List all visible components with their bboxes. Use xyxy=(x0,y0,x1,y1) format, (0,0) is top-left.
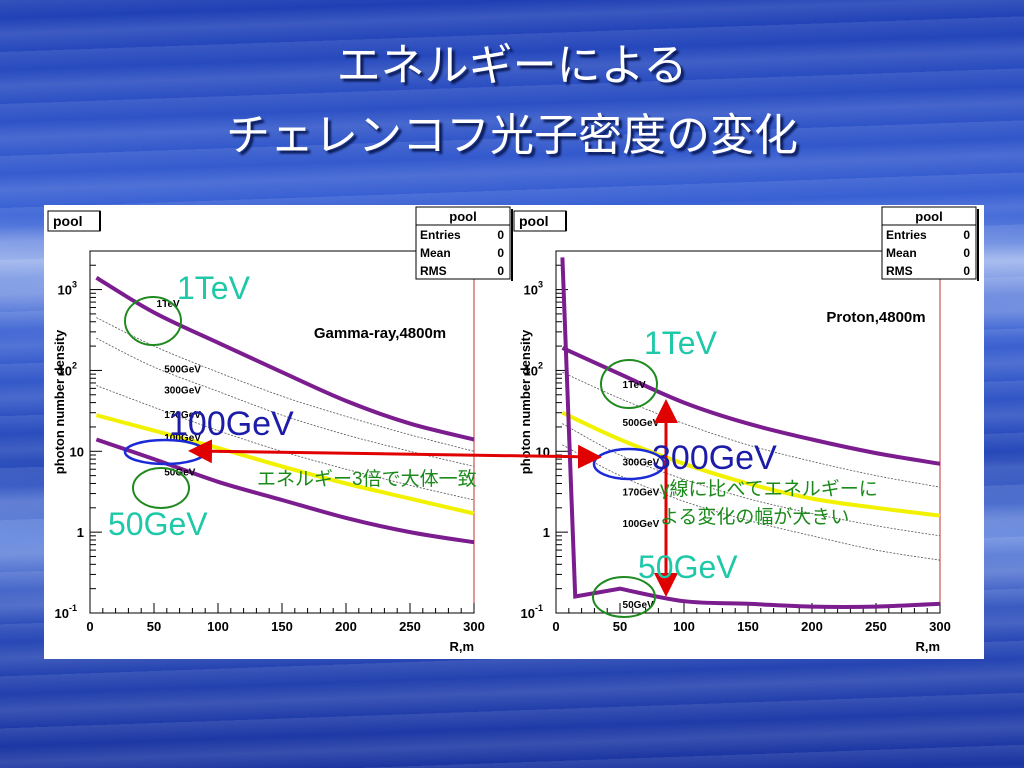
chart2-stats-value: 0 xyxy=(963,264,970,278)
chart2-stats-key: RMS xyxy=(886,264,913,278)
chart2-stats-value: 0 xyxy=(963,228,970,242)
chart2-x-tick-label: 150 xyxy=(737,619,759,634)
chart2-x-axis-title: R,m xyxy=(915,639,940,654)
chart1-x-tick-label: 150 xyxy=(271,619,293,634)
chart2-title: Proton,4800m xyxy=(826,309,925,326)
chart2-series-label-100gev: 100GeV xyxy=(623,519,660,530)
chart2-y-axis-title: photon number density xyxy=(518,329,533,474)
chart2-series-100gev xyxy=(562,444,941,561)
chart2-stats-value: 0 xyxy=(963,246,970,260)
chart2-series-500gev xyxy=(562,371,941,488)
chart1-series-label-170gev: 170GeV xyxy=(164,410,201,421)
circle-right-1tev xyxy=(600,359,658,409)
chart1-series-label-500gev: 500GeV xyxy=(164,365,201,376)
chart1-x-axis-title: R,m xyxy=(449,639,474,654)
chart1-x-tick-label: 50 xyxy=(147,619,161,634)
chart2-series-50gev xyxy=(560,257,941,609)
slide-title-line1: エネルギーによる xyxy=(336,40,688,91)
chart2-y-tick-label: 102 xyxy=(524,360,543,378)
chart2-x-tick-label: 0 xyxy=(552,619,559,634)
chart2-series-300gev xyxy=(561,410,941,518)
chart1-stats-key: Entries xyxy=(420,228,461,242)
annotation-gamma-note-line1: γ線に比べてエネルギーに xyxy=(660,478,878,500)
chart2-y-tick-label: 10-1 xyxy=(521,603,543,621)
chart1-y-axis-title: photon number density xyxy=(52,329,67,474)
annotation-right-1tev: 1TeV xyxy=(644,325,718,361)
chart1-stats-title: pool xyxy=(449,209,476,224)
annotation-arrow-note: エネルギー3倍で大体一致 xyxy=(257,468,477,490)
chart2-x-tick-label: 200 xyxy=(801,619,823,634)
chart1-stats-value: 0 xyxy=(497,264,504,278)
slide-title-line2: チェレンコフ光子密度の変化 xyxy=(226,110,798,161)
chart1-x-tick-label: 0 xyxy=(86,619,93,634)
chart2-stats-box xyxy=(881,206,977,280)
chart2-series-label-1tev: 1TeV xyxy=(623,380,646,391)
chart2-series-170gev xyxy=(562,423,941,537)
chart1-x-tick-label: 300 xyxy=(463,619,485,634)
chart1-series-label-100gev: 100GeV xyxy=(164,433,201,444)
chart2-axes-frame xyxy=(555,250,941,614)
circle-right-50gev xyxy=(592,576,656,618)
chart1-y-tick-label: 10 xyxy=(70,444,84,459)
annotation-left-1tev: 1TeV xyxy=(177,270,251,306)
chart2-series-label-500gev: 500GeV xyxy=(623,418,660,429)
chart1-title: Gamma-ray,4800m xyxy=(314,325,446,342)
chart1-stats-key: Mean xyxy=(420,246,451,260)
annotation-left-50gev: 50GeV xyxy=(108,506,208,542)
chart1-stats-value: 0 xyxy=(497,228,504,242)
chart1-series-label-1tev: 1TeV xyxy=(157,299,180,310)
chart2-series-label-170gev: 170GeV xyxy=(623,487,660,498)
annotation-right-50gev: 50GeV xyxy=(638,549,738,585)
chart2-pad-label: pool xyxy=(519,213,549,229)
chart1-y-tick-label: 103 xyxy=(58,280,77,298)
annotation-right-300gev: 300GeV xyxy=(652,439,777,477)
chart2-stats-key: Mean xyxy=(886,246,917,260)
figure-panel: pool 0 50 100 150 200 250 300 10-1 1 10 102 103 R,m ph… xyxy=(44,205,984,659)
chart2-x-tick-label: 50 xyxy=(613,619,627,634)
chart2-stats-title: pool xyxy=(915,209,942,224)
chart1-y-tick-label: 10-1 xyxy=(55,603,77,621)
annotation-gamma-note-line2: よる変化の幅が大きい xyxy=(660,506,849,528)
chart2-series-1tev xyxy=(561,346,941,466)
chart2-x-tick-label: 100 xyxy=(673,619,695,634)
chart1-x-tick-label: 250 xyxy=(399,619,421,634)
chart1-series-label-300gev: 300GeV xyxy=(164,386,201,397)
chart1-stats-key: RMS xyxy=(420,264,447,278)
chart1-y-tick-label: 102 xyxy=(58,360,77,378)
circle-left-50gev xyxy=(132,467,190,509)
chart2-series-label-300gev: 300GeV xyxy=(623,457,660,468)
annotation-left-100gev: 100GeV xyxy=(169,405,294,443)
chart1-x-tick-label: 200 xyxy=(335,619,357,634)
chart1-pad-label: pool xyxy=(53,213,83,229)
chart1-series-300gev xyxy=(96,337,475,467)
chart1-series-50gev xyxy=(95,437,475,545)
chart1-series-1tev xyxy=(95,276,475,442)
chart1-stats-box xyxy=(415,206,511,280)
circle-left-1tev xyxy=(124,296,182,346)
chart2-y-tick-label: 103 xyxy=(524,280,543,298)
chart1-x-tick-label: 100 xyxy=(207,619,229,634)
arrow-horizontal xyxy=(188,439,602,469)
chart1-series-500gev xyxy=(96,317,475,452)
chart2-series-label-50gev: 50GeV xyxy=(623,600,654,611)
chart1-stats-value: 0 xyxy=(497,246,504,260)
chart1-y-tick-label: 1 xyxy=(77,525,84,540)
chart2-y-tick-label: 1 xyxy=(543,525,550,540)
chart2-stats-key: Entries xyxy=(886,228,927,242)
chart2-x-tick-label: 250 xyxy=(865,619,887,634)
chart2-x-tick-label: 300 xyxy=(929,619,951,634)
